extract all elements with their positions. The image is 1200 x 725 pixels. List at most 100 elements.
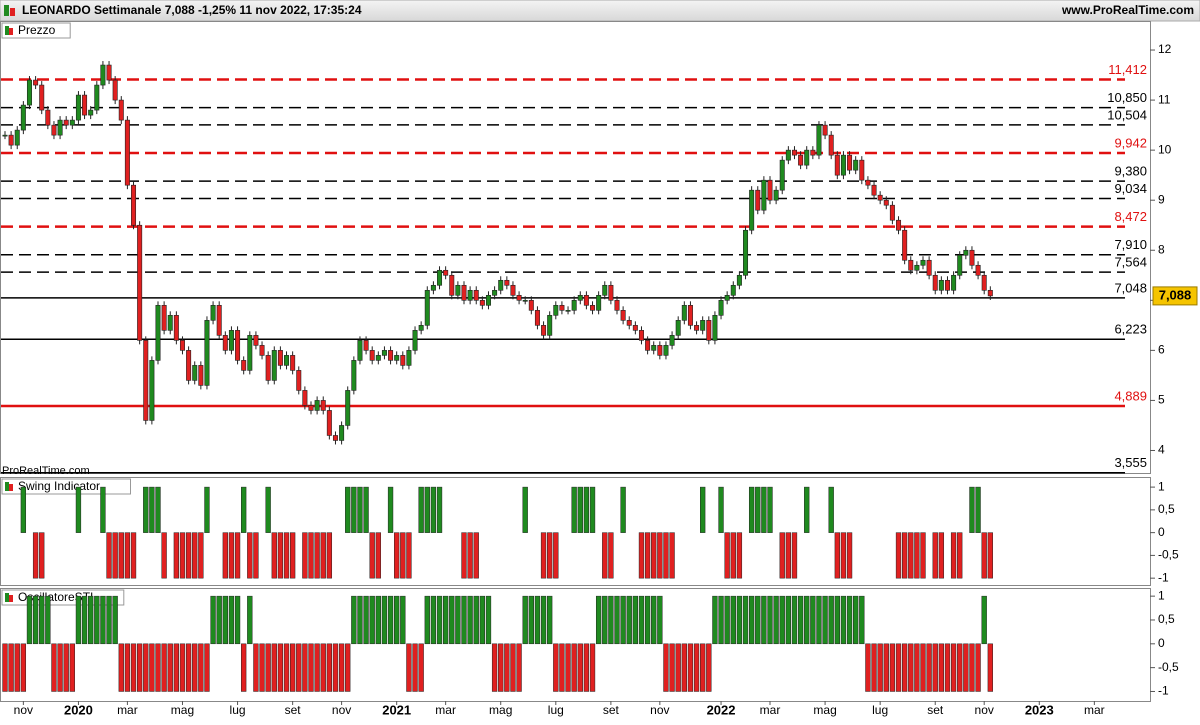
bar (167, 643, 173, 692)
candle (308, 405, 314, 411)
watermark: ProRealTime.com (2, 465, 90, 477)
candle (437, 269, 443, 286)
bar (810, 595, 816, 645)
x-tick-label: nov (975, 703, 994, 717)
candle (749, 189, 755, 231)
bar (161, 643, 167, 692)
bar (20, 486, 27, 533)
bar (418, 486, 424, 533)
bar (375, 595, 381, 645)
bar (320, 532, 326, 579)
bar (351, 486, 357, 533)
bar (840, 532, 847, 579)
bar (173, 532, 180, 579)
bar (565, 643, 571, 692)
x-tick-label: mar (117, 703, 138, 717)
bar (724, 595, 730, 645)
bar (681, 643, 687, 692)
candle (938, 279, 944, 291)
candle (645, 340, 651, 351)
bar (271, 643, 277, 692)
bar (14, 643, 20, 692)
bar (124, 532, 131, 579)
y-tick-label: 0 (1158, 525, 1165, 539)
candle (724, 295, 730, 301)
bar (222, 595, 228, 645)
candle (920, 259, 926, 266)
bar (192, 643, 198, 692)
candle (822, 124, 828, 136)
bar (314, 643, 320, 692)
candle (534, 310, 540, 326)
candle (547, 315, 553, 336)
level-label: 9,034 (1114, 181, 1147, 196)
candle (730, 284, 736, 296)
candle (602, 284, 608, 296)
y-tick-label: 0 (1158, 636, 1165, 650)
candle (179, 340, 185, 351)
bar (742, 595, 749, 645)
level-label: 4,889 (1114, 388, 1147, 403)
bar (895, 643, 902, 692)
candle (167, 315, 173, 331)
candle (112, 79, 118, 101)
candle (106, 64, 112, 81)
y-tick-label: -1 (1158, 684, 1169, 698)
level-label: 3,555 (1114, 455, 1147, 470)
candle (143, 340, 149, 421)
candle (394, 355, 400, 361)
bar (693, 643, 700, 692)
bar (510, 643, 516, 692)
candle (461, 284, 467, 301)
level-label: 9,380 (1114, 164, 1147, 179)
bar (969, 643, 975, 692)
bar (192, 532, 198, 579)
candle (565, 310, 571, 312)
candle (896, 219, 902, 231)
bar (736, 532, 743, 579)
bar (155, 643, 161, 692)
bar (755, 486, 761, 533)
candle (638, 330, 644, 341)
bar (522, 595, 528, 645)
bar (547, 532, 553, 579)
bar (779, 532, 785, 579)
bar (853, 595, 859, 645)
candle (902, 229, 908, 261)
bar (308, 532, 314, 579)
bar (436, 486, 443, 533)
bar (987, 532, 993, 579)
candle (871, 184, 877, 196)
bar (241, 486, 247, 533)
level-label: 7,048 (1114, 280, 1147, 295)
bar (222, 532, 228, 579)
bar (406, 532, 412, 579)
bar (669, 643, 675, 692)
bar (118, 643, 124, 692)
candle (485, 295, 491, 306)
y-tick-label: 11 (1158, 92, 1171, 106)
x-tick-label: mag (813, 703, 836, 717)
bar (620, 595, 626, 645)
candle (118, 99, 124, 121)
bar (387, 486, 394, 533)
icon (9, 484, 13, 491)
candle (810, 149, 816, 156)
candle (277, 350, 283, 366)
candle (155, 305, 161, 361)
bar (308, 643, 314, 692)
bar (540, 595, 547, 645)
candle (553, 305, 559, 316)
level-label: 8,472 (1114, 209, 1147, 224)
bar (112, 595, 118, 645)
candle (63, 119, 69, 126)
bar (32, 595, 39, 645)
bar (755, 595, 761, 645)
bar (2, 643, 8, 692)
bar (926, 643, 932, 692)
bar (161, 532, 167, 579)
candle (712, 315, 718, 341)
candle (877, 194, 883, 201)
candle (75, 94, 81, 121)
